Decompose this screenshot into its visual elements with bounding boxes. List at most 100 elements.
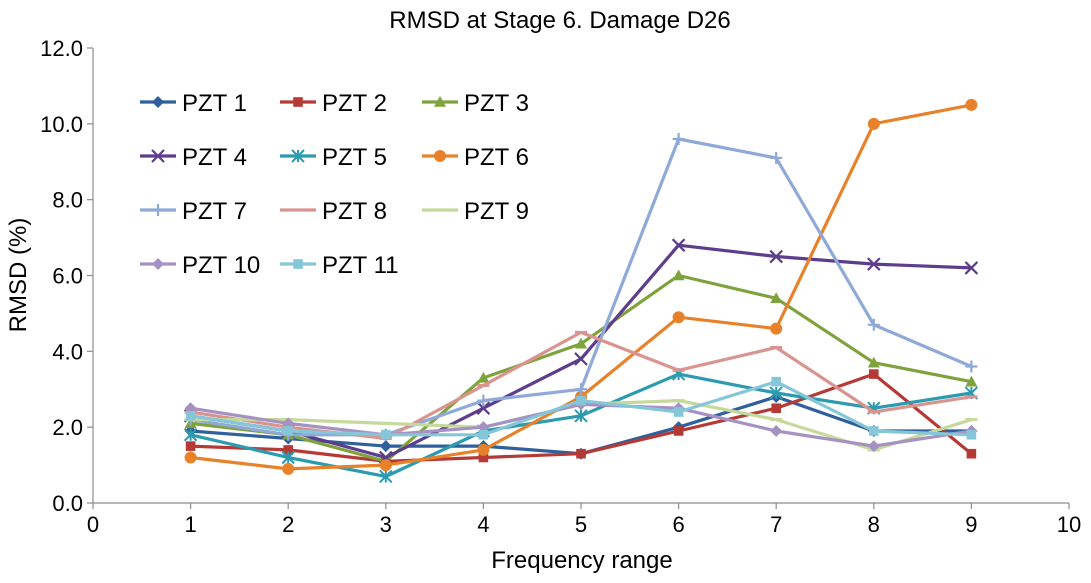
data-point [964,261,979,275]
legend-label: PZT 3 [464,90,529,117]
data-point [185,410,196,421]
legend-item: PZT 1 [140,90,247,117]
data-point [281,450,295,465]
legend-item: PZT 6 [422,144,529,171]
data-point [966,448,977,459]
data-point [770,424,783,437]
x-axis-title: Frequency range [491,547,672,574]
data-point [185,441,196,451]
series-layer [183,98,979,484]
data-point [867,117,880,130]
legend-swatch-marker [293,97,303,107]
legend: PZT 1 PZT 2 PZT 3 PZT 4 PZT 5 PZT 6 PZT 7 PZT 8… [140,90,529,279]
data-point [379,469,393,484]
data-point [867,318,880,331]
data-point [282,462,295,475]
x-tick-label: 0 [87,512,99,537]
data-point [381,429,391,440]
x-tick-label: 3 [380,512,392,537]
data-point [867,257,881,271]
legend-swatch-marker [293,259,303,269]
data-point [769,249,783,264]
legend-swatch-marker [151,149,165,163]
data-point [771,403,781,414]
legend-item: PZT 10 [140,252,260,279]
legend-label: PZT 5 [322,144,387,171]
legend-swatch-marker [291,149,305,163]
data-point [867,356,880,368]
data-point [576,448,586,459]
x-tick-label: 4 [477,512,489,537]
data-point [966,429,977,440]
data-point [379,459,392,472]
legend-item: PZT 8 [280,198,387,225]
data-point [965,375,978,387]
legend-label: PZT 11 [322,252,398,279]
legend-label: PZT 10 [182,252,260,279]
legend-label: PZT 4 [182,144,247,171]
series-11 [185,376,977,440]
data-point [965,360,978,373]
data-point [867,440,880,453]
legend-item: PZT 4 [140,144,247,171]
data-point [770,292,783,304]
legend-item: PZT 3 [422,90,529,117]
y-tick-label: 6.0 [52,264,83,289]
data-point [478,429,489,440]
x-tick-label: 6 [672,512,684,537]
data-point [478,452,489,463]
data-point [672,311,685,324]
data-point [576,395,586,406]
chart-title: RMSD at Stage 6. Damage D26 [389,7,731,34]
legend-label: PZT 6 [464,144,529,171]
x-tick-label: 2 [282,512,294,537]
data-point [477,394,490,407]
data-point [771,376,781,387]
data-point [184,451,197,464]
x-tick-label: 7 [770,512,782,537]
x-tick-label: 1 [184,512,196,537]
legend-label: PZT 1 [182,90,247,117]
data-point [673,407,684,417]
legend-swatch-marker [434,96,446,107]
legend-label: PZT 8 [322,198,387,225]
legend-swatch-marker [152,96,164,108]
legend-item: PZT 5 [280,144,387,171]
data-point [869,369,879,379]
x-tick-label: 5 [575,512,587,537]
data-point [283,445,293,455]
legend-label: PZT 2 [322,90,387,117]
data-point [477,371,490,383]
data-point [575,337,587,349]
data-point [673,426,684,436]
data-point [869,426,879,436]
data-point [574,352,588,366]
series-7 [184,133,978,441]
x-tick-label: 8 [868,512,880,537]
legend-item: PZT 9 [422,198,529,225]
data-point [672,269,685,281]
legend-label: PZT 7 [182,198,247,225]
axes: 0.0 2.0 4.0 6.0 8.0 10.0 12.0 0 1 2 3 4 5 6 7 8 9 10 [40,36,1081,537]
data-point [575,383,587,396]
y-tick-label: 0.0 [52,491,83,516]
data-point [574,409,588,423]
data-point [769,386,783,400]
data-point [283,426,293,436]
data-point [770,151,783,164]
data-point [476,401,491,415]
legend-swatch-marker [434,150,446,162]
legend-item: PZT 11 [280,252,398,279]
data-point [965,98,978,111]
y-tick-label: 10.0 [40,112,83,137]
legend-label: PZT 9 [464,198,529,225]
data-point [183,428,198,442]
legend-item: PZT 2 [280,90,387,117]
x-tick-label: 9 [965,512,977,537]
y-tick-label: 4.0 [52,339,83,364]
y-tick-label: 2.0 [52,415,83,440]
data-point [379,440,392,453]
data-point [770,322,783,335]
